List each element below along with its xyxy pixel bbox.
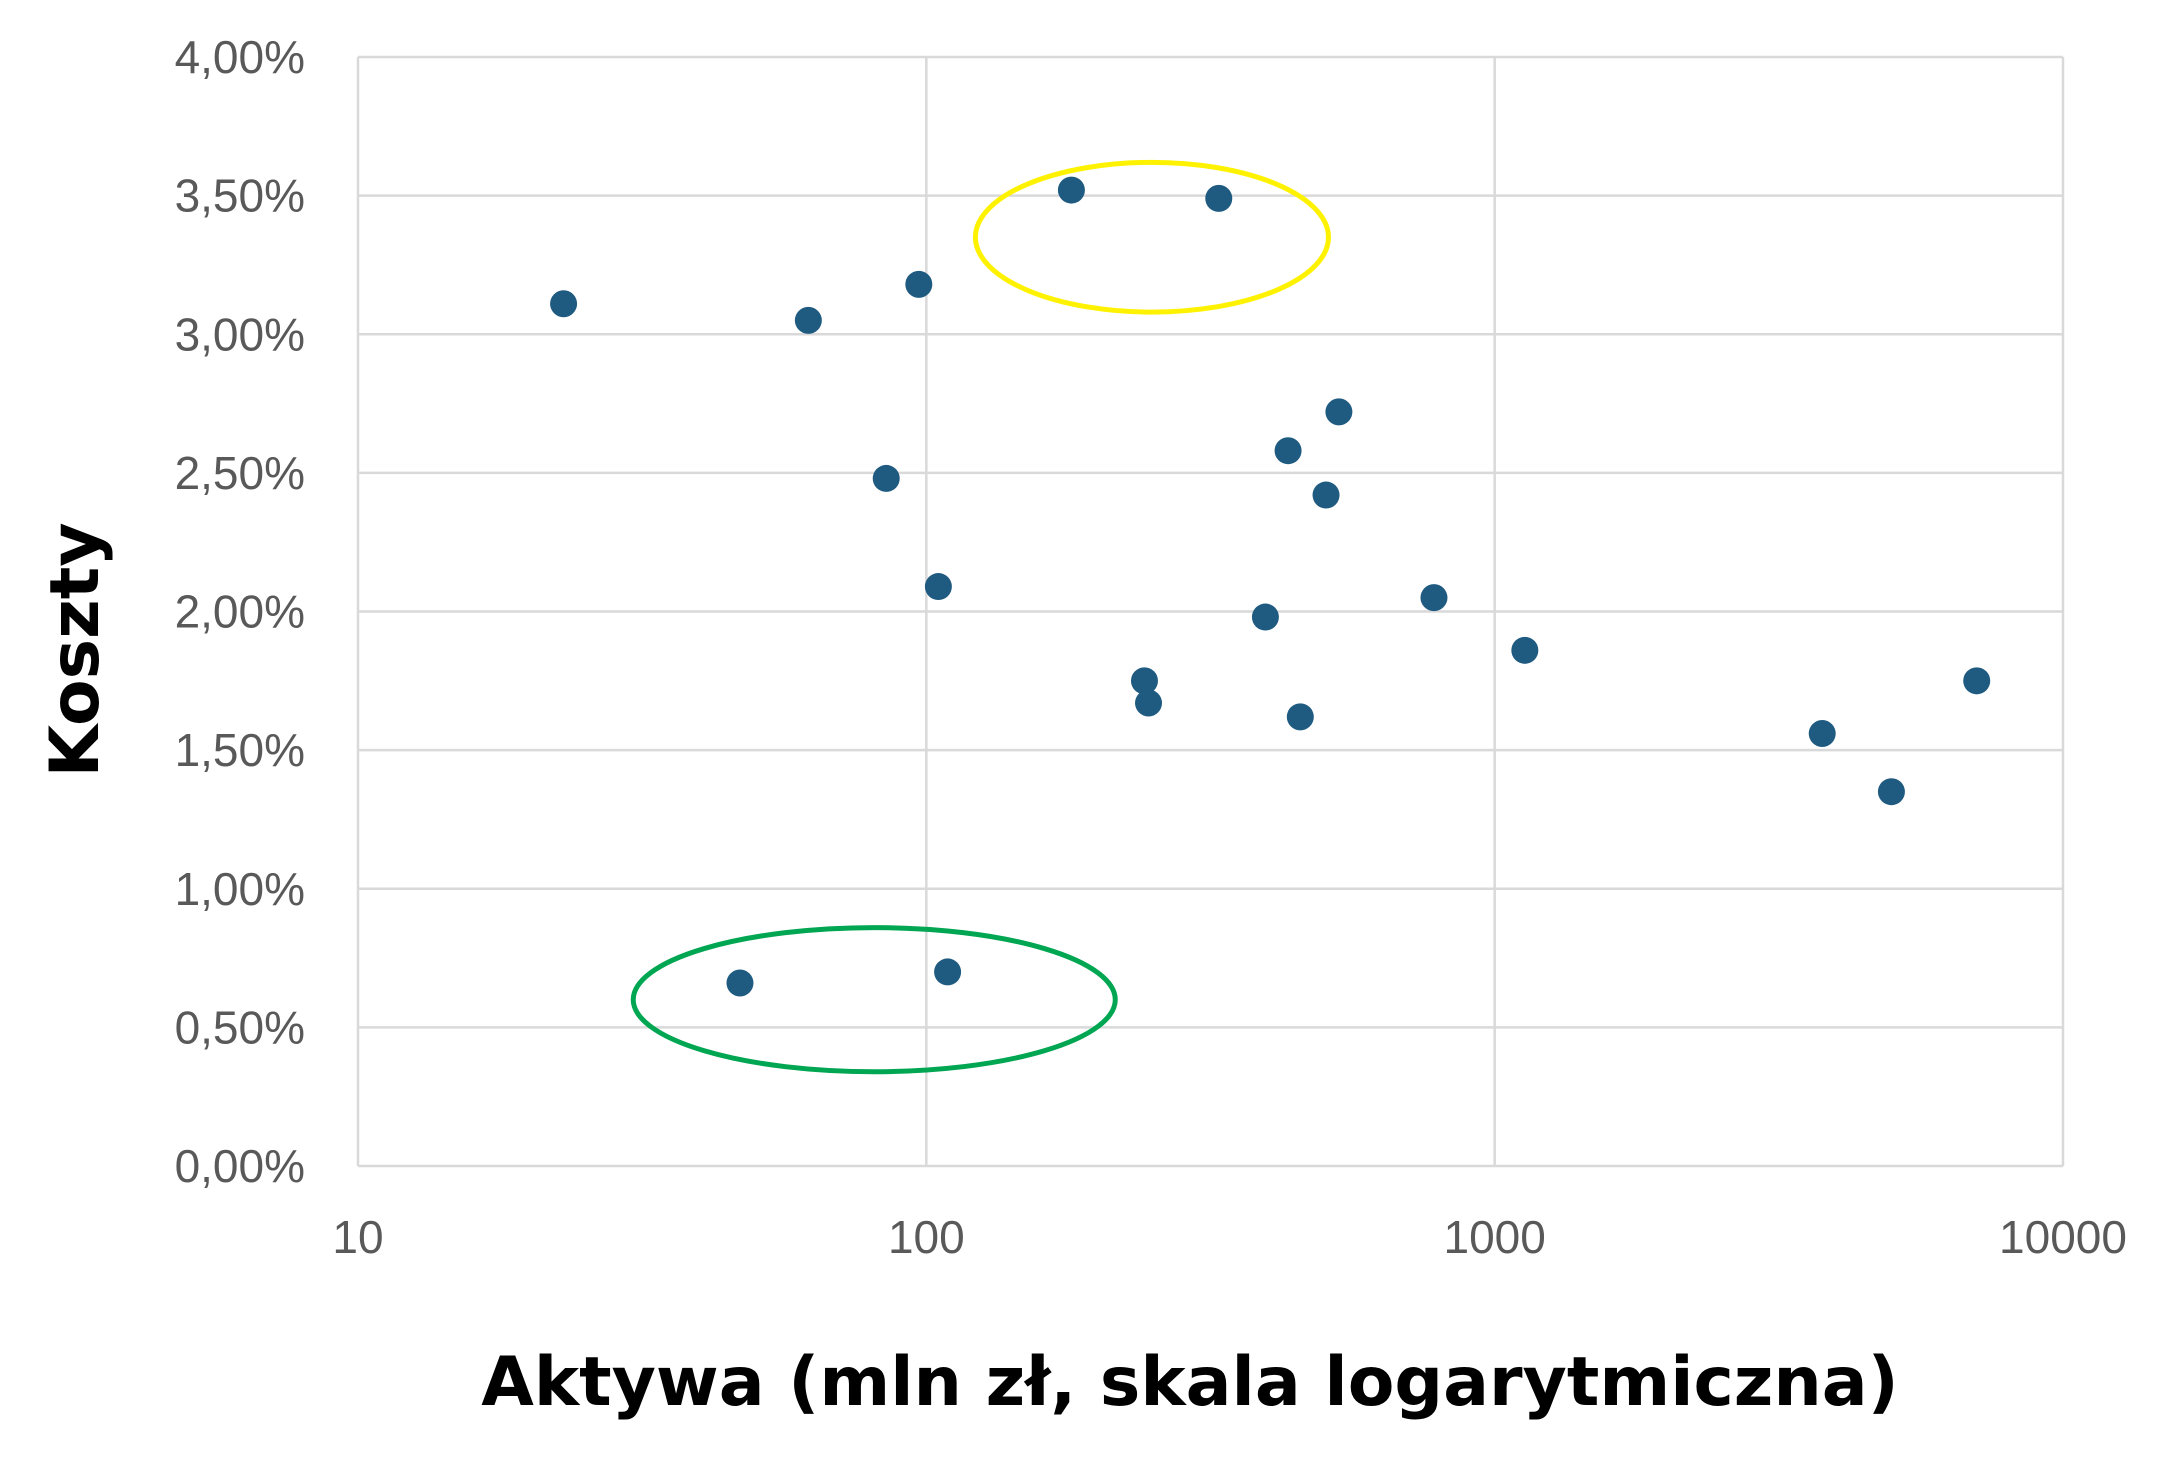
data-point [1312,481,1340,509]
data-point [1963,667,1991,695]
data-point [1286,703,1314,731]
data-point [1274,437,1302,465]
x-tick-label: 10 [332,1211,383,1263]
annotation-ellipse [972,159,1331,315]
gridlines [356,55,2065,1168]
data-point [1511,636,1539,664]
x-axis-title: Aktywa (mln zł, skala logarytmiczna) [481,1343,1899,1422]
y-tick-label: 2,00% [175,586,305,638]
data-point [924,573,952,601]
y-tick-label: 1,50% [175,724,305,776]
y-tick-label: 4,00% [175,31,305,83]
x-tick-label: 1000 [1443,1211,1545,1263]
data-point [1420,584,1448,612]
y-tick-label: 1,00% [175,863,305,915]
data-points [550,176,1991,997]
x-tick-labels: 10 100 1000 10000 [332,1211,2127,1263]
data-point [1130,667,1158,695]
data-point [794,306,822,334]
annotation-ellipse [630,925,1118,1075]
data-point [1251,603,1279,631]
y-tick-labels: 0,00% 0,50% 1,00% 1,50% 2,00% 2,50% 3,00% 3,50%… [175,31,305,1192]
y-axis-title: Koszty [36,522,115,777]
y-tick-label: 0,00% [175,1140,305,1192]
data-point [550,290,578,318]
data-point [905,270,933,298]
data-point [1205,184,1233,212]
data-point [1877,778,1905,806]
y-tick-label: 3,00% [175,308,305,360]
annotation-ellipses [630,159,1331,1075]
data-point [1325,398,1353,426]
y-tick-label: 0,50% [175,1001,305,1053]
y-tick-label: 2,50% [175,447,305,499]
y-tick-label: 3,50% [175,170,305,222]
x-tick-label: 100 [888,1211,965,1263]
data-point [1057,176,1085,204]
data-point [726,969,754,997]
data-point [872,464,900,492]
data-point [934,958,962,986]
x-tick-label: 10000 [1999,1211,2127,1263]
data-point [1808,719,1836,747]
data-point [1135,689,1163,717]
